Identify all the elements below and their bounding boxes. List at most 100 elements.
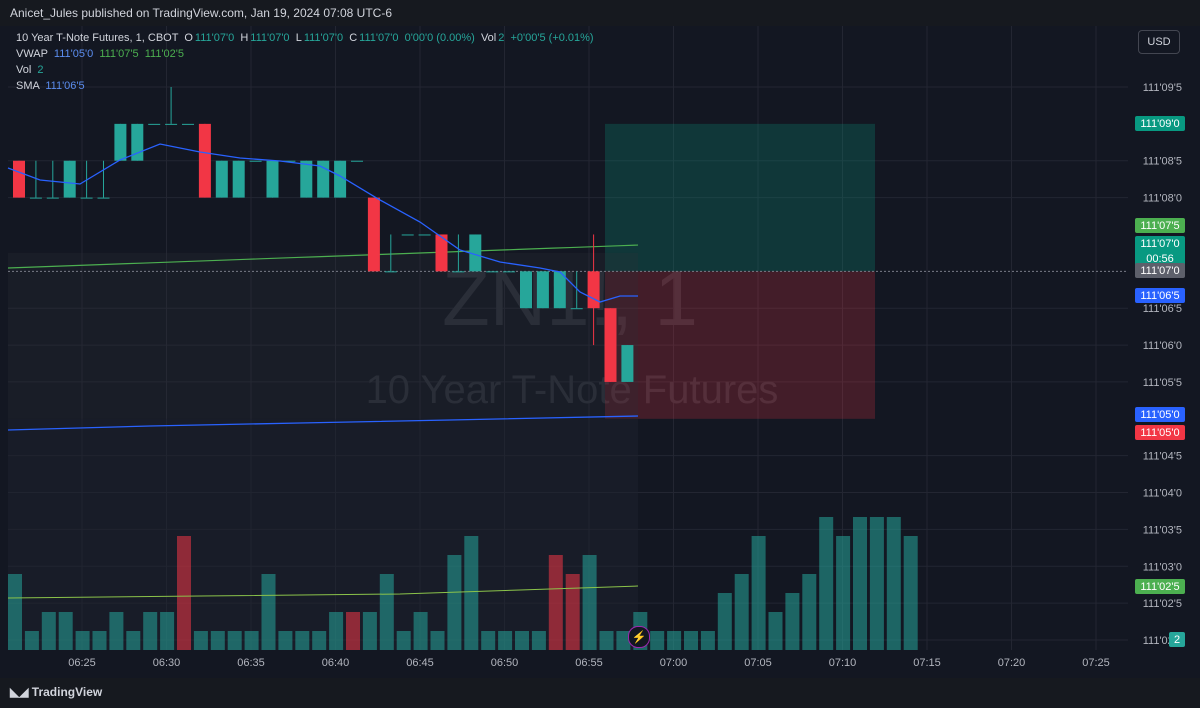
candle-body [367, 197, 380, 272]
candle-body [536, 271, 549, 309]
volume-bar [413, 612, 428, 650]
time-tick-label: 06:25 [68, 657, 96, 669]
price-tick-label: 111'04'0 [1143, 488, 1182, 500]
price-tick-label: 111'03'5 [1143, 524, 1182, 536]
volume-bar [227, 631, 242, 650]
price-label-box [1135, 236, 1185, 266]
volume-bar [819, 517, 834, 650]
vol2-label: Vol [16, 64, 32, 76]
lightning-icon[interactable]: ⚡ [628, 626, 650, 648]
candle-body [283, 160, 296, 162]
candle-body [29, 197, 42, 199]
volume-bar [531, 631, 546, 650]
watermark-name: 10 Year T-Note Futures [366, 368, 779, 412]
price-tick-label: 111'06'0 [1143, 340, 1182, 352]
volume-bar [8, 574, 22, 650]
volume-bar [430, 631, 445, 650]
legend-sma-row[interactable]: SMA 111'06'5 [16, 78, 594, 94]
low-value: 111'07'0 [303, 32, 344, 44]
candle-body [266, 160, 279, 198]
legend-vol-row[interactable]: Vol 2 [16, 62, 594, 78]
volume-bar [498, 631, 513, 650]
volume-bar [650, 631, 665, 650]
vol-label: Vol [480, 32, 497, 44]
price-label-text: 111'06'5 [1140, 290, 1179, 302]
candle-body [148, 123, 161, 125]
time-tick-label: 07:25 [1082, 657, 1110, 669]
vwap-line [7, 415, 639, 431]
low-label: L [295, 32, 302, 44]
candle-body [351, 160, 363, 162]
price-label-text: 111'05'0 [1140, 427, 1179, 439]
price-tick-label: 111'03'0 [1143, 561, 1182, 573]
price-tick-label: 111'06'5 [1143, 303, 1182, 315]
time-tick-label: 06:45 [406, 657, 434, 669]
volume-bar [143, 612, 158, 650]
volume-bar [312, 631, 327, 650]
volume-bar [684, 631, 698, 650]
candle-body [520, 271, 532, 309]
volume-bar [58, 612, 73, 650]
sma-value: 111'06'5 [45, 80, 85, 92]
vol2-value: 2 [37, 64, 44, 76]
volume-bar [565, 574, 580, 650]
price-label-box [1135, 579, 1185, 594]
legend-vwap-row[interactable]: VWAP 111'05'0 111'07'5 111'02'5 [16, 46, 594, 62]
candle-body [401, 234, 414, 236]
legend-title[interactable]: 10 Year T-Note Futures, 1, CBOT [16, 32, 179, 44]
time-tick-label: 07:05 [744, 657, 772, 669]
candle-body [553, 271, 566, 309]
open-value: 111'07'0 [194, 32, 235, 44]
volume-bar [160, 612, 175, 650]
price-label-text: 111'02'5 [1140, 581, 1179, 593]
price-label-text: 111'05'0 [1140, 409, 1179, 421]
lower-band-area [8, 418, 638, 650]
volume-bar [329, 612, 344, 650]
volume-bar [295, 631, 310, 650]
time-tick-label: 07:10 [829, 657, 857, 669]
watermark-symbol: ZN1!, 1 [442, 254, 698, 342]
candle-body [469, 234, 482, 272]
volume-bar [109, 612, 124, 650]
high-label: H [240, 32, 249, 44]
publisher-line: Anicet_Jules published on TradingView.co… [10, 6, 393, 20]
volume-bars [8, 517, 918, 650]
sma-label: SMA [16, 80, 40, 92]
volume-bar [599, 631, 614, 650]
volume-bar [177, 536, 191, 650]
volume-bar [75, 631, 90, 650]
volume-bar [751, 536, 766, 650]
price-label-box [1135, 425, 1185, 440]
volume-bar [785, 593, 800, 650]
volume-bar [278, 631, 293, 650]
time-axis: 06:25 06:30 06:35 06:40 06:45 06:50 06:55 07:00… [0, 650, 1200, 678]
candle-body [165, 123, 178, 125]
candle-body [114, 123, 127, 161]
volume-bar [362, 612, 377, 650]
tradingview-logo[interactable]: ◣◢ TradingView [10, 685, 102, 699]
candle-body [621, 345, 634, 382]
high-value: 111'07'0 [250, 32, 290, 44]
price-label-box [1135, 116, 1185, 131]
volume-bar [717, 593, 732, 650]
currency-button[interactable]: USD [1138, 30, 1180, 54]
candle-body [249, 160, 262, 162]
volume-bar [616, 631, 631, 650]
time-tick-label: 07:00 [660, 657, 688, 669]
time-tick-label: 06:40 [322, 657, 350, 669]
candle-body [13, 160, 25, 198]
price-tick-label: 111'02'5 [1143, 598, 1182, 610]
price-tick-label: 111'08'5 [1143, 156, 1182, 168]
tradingview-brand: TradingView [31, 685, 103, 699]
time-axis-bg [0, 650, 1200, 678]
candle-body [452, 271, 465, 273]
price-label-text: 111'09'0 [1140, 118, 1179, 130]
candle-body [604, 308, 617, 382]
volume-bar [802, 574, 817, 650]
position-stop-zone [605, 271, 875, 419]
volume-bar [261, 574, 276, 650]
legend-main-row: 10 Year T-Note Futures, 1, CBOT O 111'07'… [16, 30, 594, 46]
volume-bar [869, 517, 884, 650]
time-tick-label: 07:15 [913, 657, 941, 669]
